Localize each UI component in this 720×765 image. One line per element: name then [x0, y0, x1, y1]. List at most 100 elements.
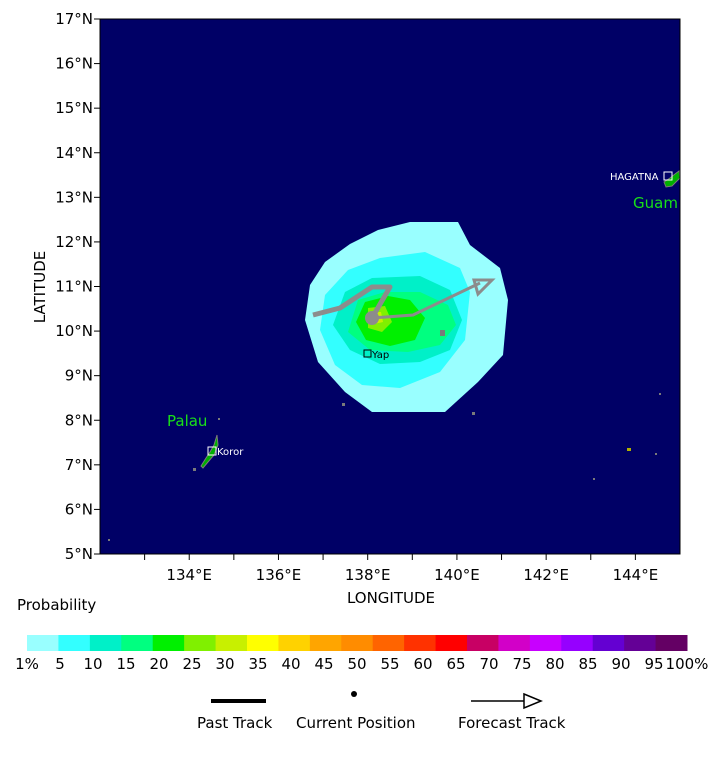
- storm-track: [312, 278, 496, 325]
- lat-tick-label: 13°N: [55, 188, 93, 206]
- colorbar-label: 70: [479, 655, 498, 673]
- lat-tick-label: 14°N: [55, 144, 93, 162]
- lat-tick-label: 10°N: [55, 322, 93, 340]
- colorbar-segment: [184, 635, 217, 651]
- lat-tick-label: 5°N: [65, 545, 93, 563]
- lat-tick-label: 11°N: [55, 278, 93, 296]
- colorbar-segment: [592, 635, 625, 651]
- forecast-track-arrowhead: [472, 278, 496, 297]
- colorbar-label: 30: [215, 655, 234, 673]
- colorbar-label: 15: [116, 655, 135, 673]
- colorbar-label: 95: [644, 655, 663, 673]
- colorbar-segment: [309, 635, 342, 651]
- colorbar-segment: [121, 635, 154, 651]
- x-axis-title: LONGITUDE: [347, 589, 435, 607]
- legend-title: Probability: [17, 596, 97, 614]
- colorbar-label: 20: [149, 655, 168, 673]
- colorbar-segment: [27, 635, 59, 651]
- latitude-axis: 17°N 16°N 15°N 14°N 13°N 12°N 11°N 10°N 9°N 8°N 7°…: [55, 10, 100, 563]
- lat-tick-label: 6°N: [65, 500, 93, 518]
- colorbar-label: 90: [611, 655, 630, 673]
- forecast-track-label: Forecast Track: [458, 714, 566, 732]
- island-dot: [342, 403, 345, 406]
- probability-swath: [305, 222, 508, 415]
- lat-tick-label: 15°N: [55, 99, 93, 117]
- palau-label: Palau: [167, 412, 207, 430]
- current-position-key-dot: [351, 691, 357, 697]
- colorbar-label: 10: [83, 655, 102, 673]
- colorbar-segment: [498, 635, 531, 651]
- colorbar-segment: [404, 635, 437, 651]
- island-dot: [627, 448, 631, 451]
- island-dot: [472, 412, 475, 415]
- current-position-marker: [365, 311, 379, 325]
- lon-tick-label: 134°E: [166, 566, 212, 584]
- island-dot: [193, 468, 196, 471]
- colorbar-segment: [89, 635, 122, 651]
- colorbar-label: 55: [380, 655, 399, 673]
- island-dot: [659, 393, 661, 395]
- lon-tick-label: 138°E: [345, 566, 391, 584]
- probability-colorbar: 1% 5 10 15 20 25 30 35 40 45 50 55 60 65 70 75 80 85 90 95 1…: [15, 635, 708, 673]
- yap-area: Yap: [363, 349, 389, 361]
- colorbar-label: 1%: [15, 655, 39, 673]
- lon-tick-label: 144°E: [613, 566, 659, 584]
- lon-tick-label: 142°E: [523, 566, 569, 584]
- koror-marker: [207, 446, 217, 456]
- colorbar-segment: [467, 635, 499, 651]
- past-track-label: Past Track: [197, 714, 273, 732]
- lat-tick-label: 17°N: [55, 10, 93, 28]
- colorbar-segment: [561, 635, 594, 651]
- yap-marker: [363, 349, 372, 358]
- lat-tick-label: 9°N: [65, 367, 93, 385]
- longitude-axis: 134°E 136°E 138°E 140°E 142°E 144°E: [144, 554, 659, 584]
- colorbar-label: 65: [446, 655, 465, 673]
- colorbar-label: 45: [314, 655, 333, 673]
- colorbar-label: 75: [512, 655, 531, 673]
- colorbar-segment: [372, 635, 405, 651]
- colorbar-segment: [247, 635, 279, 651]
- forecast-track-line: [371, 281, 481, 320]
- track-key: [211, 691, 543, 710]
- hagatna-marker: [663, 171, 673, 181]
- colorbar-segment: [215, 635, 248, 651]
- colorbar-segment: [624, 635, 657, 651]
- colorbar-label: 35: [248, 655, 267, 673]
- colorbar-segment: [435, 635, 468, 651]
- colorbar-segment: [341, 635, 374, 651]
- guam-label: Guam: [633, 194, 678, 212]
- yap-label: Yap: [371, 350, 389, 361]
- lon-tick-label: 140°E: [434, 566, 480, 584]
- colorbar-label: 85: [578, 655, 597, 673]
- colorbar-label: 5: [55, 655, 65, 673]
- island-dot: [108, 539, 110, 541]
- island-dot: [440, 330, 445, 336]
- lat-tick-label: 8°N: [65, 411, 93, 429]
- colorbar-segment: [152, 635, 185, 651]
- lat-tick-label: 16°N: [55, 55, 93, 73]
- forecast-track-key-arrowhead: [523, 692, 543, 710]
- hagatna-label: HAGATNA: [610, 172, 659, 183]
- colorbar-label: 100%: [666, 655, 709, 673]
- lat-tick-label: 7°N: [65, 456, 93, 474]
- colorbar-label: 80: [545, 655, 564, 673]
- colorbar-segment: [529, 635, 562, 651]
- lon-tick-label: 136°E: [256, 566, 302, 584]
- colorbar-label: 25: [182, 655, 201, 673]
- island-dot: [218, 418, 220, 420]
- palau-area: Koror Palau: [167, 412, 244, 471]
- island-dot: [655, 453, 657, 455]
- colorbar-segment: [278, 635, 311, 651]
- y-axis-title: LATITUDE: [31, 251, 49, 324]
- colorbar-label: 40: [281, 655, 300, 673]
- island-dot: [593, 478, 595, 480]
- past-track-line: [312, 284, 393, 320]
- current-position-label: Current Position: [296, 714, 416, 732]
- colorbar-segment: [58, 635, 91, 651]
- colorbar-label: 50: [347, 655, 366, 673]
- lat-tick-label: 12°N: [55, 233, 93, 251]
- koror-label: Koror: [217, 447, 244, 458]
- small-islands: [108, 393, 661, 541]
- colorbar-label: 60: [413, 655, 432, 673]
